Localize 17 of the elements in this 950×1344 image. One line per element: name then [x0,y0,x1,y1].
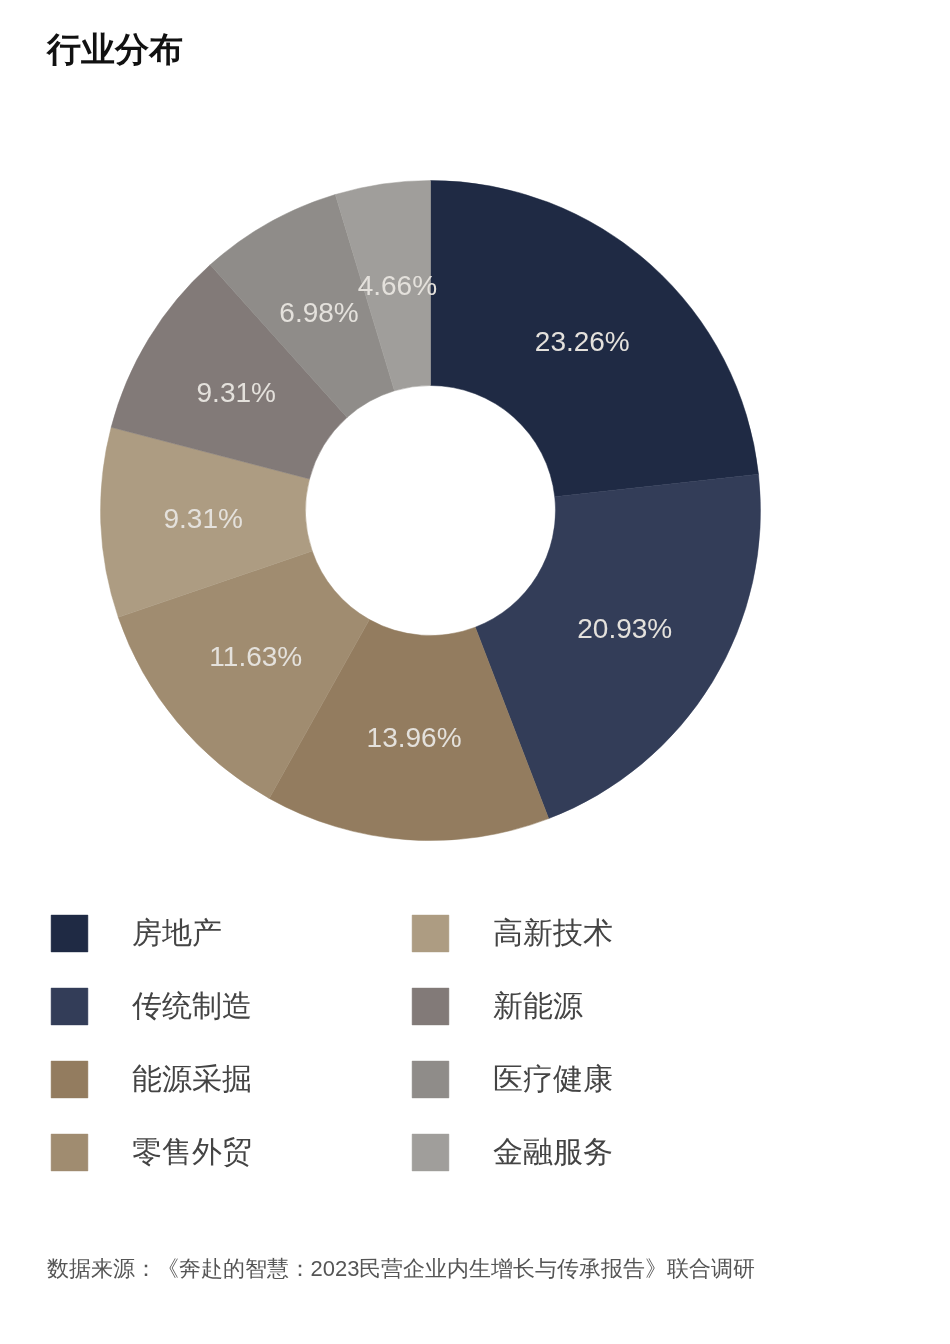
data-label: 9.31% [163,503,243,535]
data-label: 13.96% [366,721,462,753]
source-note: 数据来源：《奔赴的智慧：2023民营企业内生增长与传承报告》联合调研 [46,1256,756,1281]
legend-label: 医疗健康 [493,1060,613,1097]
data-label: 6.98% [279,296,359,328]
data-label: 20.93% [577,613,673,645]
data-label: 11.63% [209,640,303,672]
legend-label: 房地产 [132,914,222,951]
legend-label: 能源采掘 [132,1060,252,1097]
data-label: 9.31% [196,376,276,408]
legend-label: 零售外贸 [132,1133,252,1170]
legend-label: 传统制造 [132,987,252,1024]
legend-label: 高新技术 [493,914,613,951]
data-label: 23.26% [534,325,630,357]
legend-label: 新能源 [493,987,583,1024]
chart-title: 行业分布 [45,29,183,68]
legend-label: 金融服务 [493,1133,613,1170]
